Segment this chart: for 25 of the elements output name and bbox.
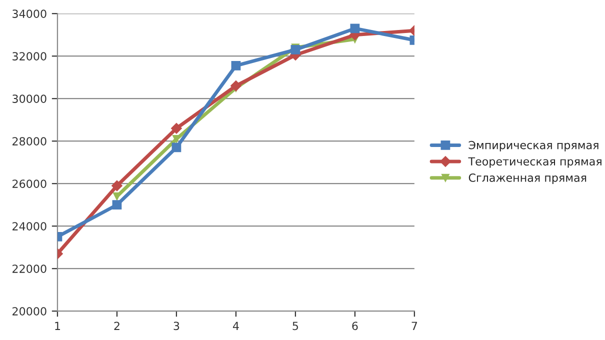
x-tick-label: 5 — [292, 322, 298, 330]
y-tick-label: 26000 — [12, 180, 46, 188]
point — [231, 60, 241, 70]
x-tick-label: 3 — [174, 322, 180, 330]
legend-label: Эмпирическая прямая — [468, 140, 598, 152]
point — [171, 122, 182, 134]
y-tick-label: 30000 — [12, 94, 46, 103]
x-tick-label: 2 — [114, 322, 120, 330]
point — [172, 142, 182, 152]
point — [112, 200, 122, 210]
x-tick-label: 4 — [232, 322, 239, 330]
y-tick-label: 34000 — [12, 10, 46, 18]
point — [350, 24, 360, 34]
y-tick-label: 32000 — [12, 52, 46, 60]
y-tick-label: 24000 — [12, 222, 46, 230]
point — [112, 180, 122, 192]
x-tick-label: 6 — [352, 322, 358, 330]
legend-label: Теоретическая прямая — [468, 157, 602, 168]
point — [230, 80, 242, 92]
x-tick-label: 7 — [412, 322, 418, 330]
legend-label: Сглаженная прямая — [468, 173, 586, 184]
y-tick-label: 20000 — [12, 307, 46, 316]
x-tick-label: 1 — [55, 322, 60, 330]
y-tick-label: 28000 — [12, 137, 46, 146]
y-tick-label: 22000 — [12, 264, 46, 273]
